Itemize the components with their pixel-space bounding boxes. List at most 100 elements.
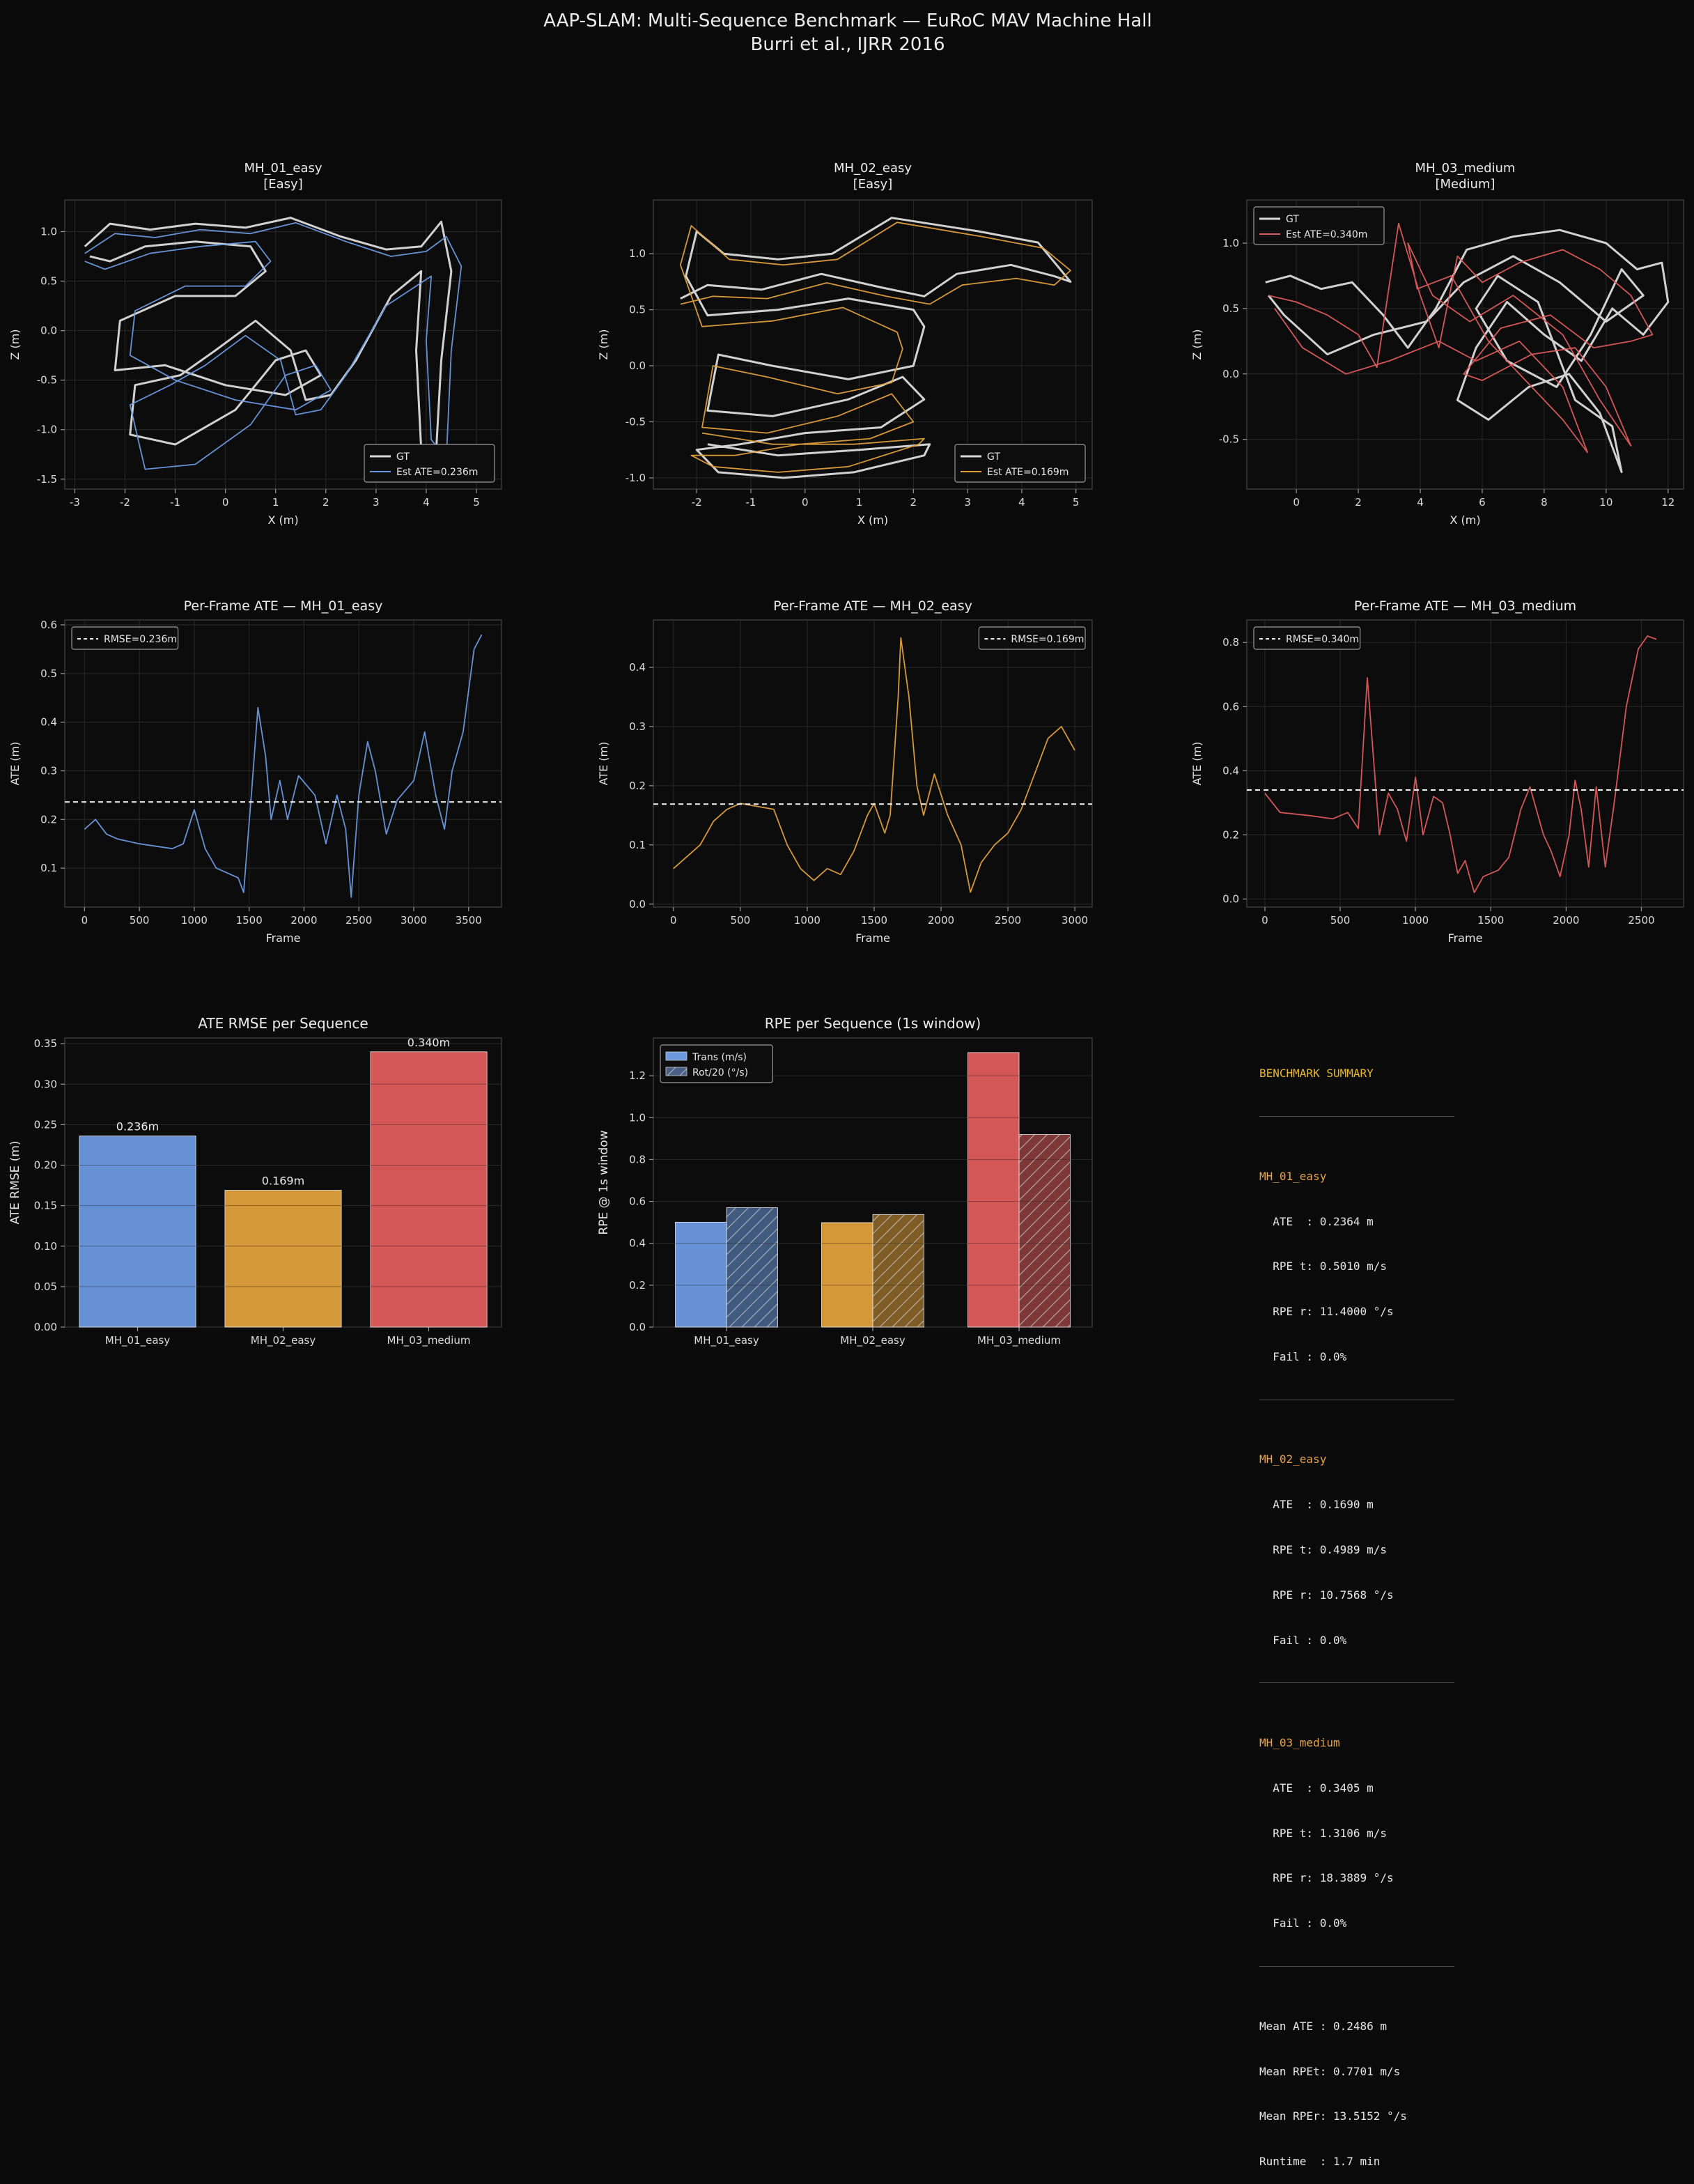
y-tick-label: 0.05 [34,1280,57,1293]
x-tick-label: 2 [910,496,917,509]
bar-label: 0.236m [116,1120,159,1133]
plot-area [653,619,1093,908]
x-axis-label: Frame [855,931,890,945]
y-tick-label: 0.1 [40,862,57,874]
summary-total: Runtime : 1.7 min [1259,2155,1381,2169]
y-tick-label: -1.0 [37,424,57,436]
x-tick-label: 1000 [1402,914,1429,927]
summary-line: RPE r: 10.7568 °/s [1259,1588,1394,1602]
legend-label: GT [987,451,1000,463]
x-tick-label: 500 [1330,914,1351,927]
chart-title: RPE per Sequence (1s window) [765,1015,981,1032]
x-tick-label: 1 [856,496,863,509]
y-tick-label: 1.0 [629,1111,646,1124]
y-tick-label: 0.3 [40,764,57,777]
x-tick-label: MH_02_easy [251,1334,316,1347]
summary-seq-name: MH_03_medium [1259,1736,1340,1750]
chart-subtitle: [Easy] [853,177,892,192]
x-tick-label: 3 [964,496,971,509]
legend-box [71,626,179,650]
series-line [84,222,463,470]
y-tick-label: 0.5 [40,667,57,680]
x-tick-label: 1500 [1477,914,1504,927]
x-tick-label: 2500 [345,914,372,927]
legend-box [660,1044,773,1083]
x-tick-label: 500 [130,914,150,927]
y-axis-label: Z (m) [1190,329,1204,359]
bar [79,1136,196,1328]
y-tick-label: 0.8 [629,1153,646,1165]
summary-line: ATE : 0.2364 m [1259,1214,1374,1228]
summary-total: Mean RPEt: 0.7701 m/s [1259,2064,1401,2078]
x-tick-label: 1000 [181,914,208,927]
x-tick-label: -3 [70,496,80,509]
x-tick-label: 2000 [928,914,954,927]
x-tick-label: 4 [1417,496,1424,509]
summary-total: Mean ATE : 0.2486 m [1259,2019,1388,2033]
legend-label: RMSE=0.236m [104,634,177,645]
chart-title: Per-Frame ATE — MH_02_easy [773,598,972,614]
bar-trans [675,1221,727,1328]
y-tick-label: -0.5 [1219,433,1239,446]
x-tick-label: 3 [373,496,380,509]
legend-swatch [665,1051,687,1061]
benchmark-summary: BENCHMARK SUMMARY MH_01_easy ATE : 0.236… [1259,1036,1454,2184]
x-tick-label: 3000 [401,914,427,927]
x-tick-label: 0 [81,914,88,927]
y-tick-label: 1.0 [1222,237,1239,249]
x-tick-label: 1500 [236,914,263,927]
summary-line: RPE t: 0.5010 m/s [1259,1260,1388,1273]
bar-label: 0.169m [262,1175,304,1188]
plots-layer: -1.5-1.0-0.50.00.51.0-3 -2 -1 0 1 2 3 4 5MH_01_e… [8,161,1684,1347]
x-tick-label: 8 [1541,496,1548,509]
x-tick-label: 3500 [456,914,482,927]
y-tick-label: 0.3 [629,720,646,733]
x-tick-label: 2500 [1628,914,1654,927]
chart-panel-2: -1.0 -0.5 0.0 0.5 1.0 -2 -1 0 1 2 3 4 5 MH_02_easy[Ea… [597,161,1093,527]
y-axis-label: ATE RMSE (m) [8,1140,22,1224]
legend-label: Est ATE=0.236m [396,467,478,478]
summary-total: Mean RPEr: 13.5152 °/s [1259,2109,1407,2123]
chart-title: MH_01_easy [244,161,322,176]
x-tick-label: 500 [731,914,751,927]
y-tick-label: 1.0 [40,225,57,238]
y-axis-label: ATE (m) [597,742,610,786]
chart-panel-5: 0.0 0.1 0.2 0.3 0.4 0 500 1000 1500 2000 2500 3000 P… [597,598,1093,945]
y-tick-label: 0.0 [629,898,646,911]
x-tick-label: 5 [473,496,480,509]
summary-line: Fail : 0.0% [1259,1916,1347,1930]
summary-divider [1259,1966,1454,1967]
summary-line: Fail : 0.0% [1259,1349,1347,1363]
y-tick-label: 0.4 [40,716,57,729]
figure-subtitle: Burri et al., IJRR 2016 [750,34,945,55]
y-tick-label: -1.0 [625,472,646,484]
summary-line: RPE r: 11.4000 °/s [1259,1305,1394,1319]
x-tick-label: -1 [170,496,180,509]
y-tick-label: 0.0 [40,325,57,337]
series-line [680,222,1071,473]
x-tick-label: MH_03_medium [387,1334,471,1347]
bar [370,1051,488,1328]
x-axis-label: X (m) [267,513,298,527]
benchmark-figure: AAP-SLAM: Multi-Sequence Benchmark — EuR… [8,10,1684,1347]
x-tick-label: 0 [802,496,809,509]
bar-rot-hatch [873,1214,924,1327]
x-tick-label: MH_01_easy [694,1334,759,1347]
y-tick-label: 0.0 [629,359,646,372]
legend-label: GT [1286,214,1299,225]
y-tick-label: 1.2 [629,1069,646,1082]
y-tick-label: 0.5 [1222,302,1239,315]
summary-divider [1259,1115,1454,1117]
chart-panel-4: 0.1 0.2 0.3 0.4 0.5 0.6 0 500 1000 1500 2000 2500 30… [8,598,502,945]
y-tick-label: 0.0 [1222,892,1239,905]
bar-label: 0.340m [407,1036,450,1049]
y-tick-label: 0.6 [629,1195,646,1208]
plot-area [653,199,1093,490]
x-tick-label: 6 [1479,496,1486,509]
series-line [1268,222,1654,454]
y-tick-label: -0.5 [625,415,646,428]
chart-title: Per-Frame ATE — MH_01_easy [184,598,383,614]
bar [224,1190,342,1328]
y-tick-label: 0.25 [34,1118,57,1131]
y-tick-label: 0.0 [1222,368,1239,380]
